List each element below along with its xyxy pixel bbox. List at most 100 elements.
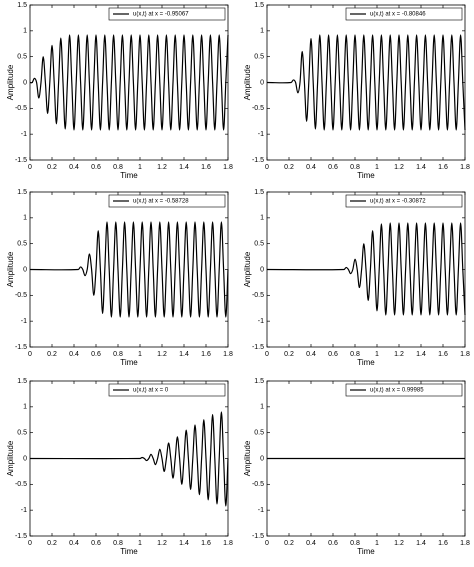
x-tick-label: 0.4 (306, 540, 316, 547)
series-line (29, 34, 229, 131)
x-axis-label: Time (120, 547, 138, 556)
y-tick-label: -1 (258, 318, 264, 325)
legend-box (108, 7, 226, 21)
x-tick-label: 0.4 (306, 164, 316, 171)
x-axis-label: Time (357, 358, 375, 367)
y-tick-label: -0.5 (15, 105, 27, 112)
y-tick-label: 1.5 (254, 378, 264, 385)
x-tick-label: 0.8 (113, 164, 123, 171)
x-tick-label: 0.4 (69, 540, 79, 547)
x-tick-label: 0.4 (69, 351, 79, 358)
y-tick-label: -1 (21, 131, 27, 138)
x-tick-label: 1 (375, 164, 379, 171)
x-tick-label: 1.8 (223, 164, 233, 171)
x-tick-label: 1.6 (201, 164, 211, 171)
y-tick-label: 0 (23, 266, 27, 273)
x-tick-label: 1.6 (201, 351, 211, 358)
legend-box (345, 194, 463, 208)
x-tick-label: 1.4 (416, 164, 426, 171)
y-tick-label: -0.5 (252, 292, 264, 299)
y-tick-label: 1.5 (17, 2, 27, 9)
y-tick-label: 0.5 (17, 430, 27, 437)
panel: -1.5 -1 -0.5 0 0.5 1 1.5 0 0.2 0.4 0.6 0.8 1 1.2 1.4 1.… (243, 189, 470, 367)
x-tick-label: 0.6 (328, 351, 338, 358)
legend-box (345, 383, 463, 397)
x-tick-label: 0.2 (47, 164, 57, 171)
x-tick-label: 1.6 (201, 540, 211, 547)
x-tick-label: 1.4 (416, 351, 426, 358)
y-axis-label: Amplitude (6, 440, 15, 476)
legend-label: u(x,t) at x = -0.30872 (370, 199, 426, 205)
x-tick-label: 1.2 (157, 164, 167, 171)
y-tick-label: -1 (258, 507, 264, 514)
x-tick-label: 0 (28, 540, 32, 547)
x-tick-label: 1 (375, 351, 379, 358)
legend-box (345, 7, 463, 21)
legend-label: u(x,t) at x = 0.99985 (370, 388, 424, 394)
y-tick-label: 1.5 (17, 189, 27, 196)
y-tick-label: -1 (21, 507, 27, 514)
x-tick-label: 1 (138, 540, 142, 547)
series-line (266, 34, 466, 131)
y-tick-label: -1.5 (252, 157, 264, 164)
y-tick-label: -1 (258, 131, 264, 138)
x-tick-label: 1.4 (416, 540, 426, 547)
y-tick-label: -1.5 (252, 533, 264, 540)
y-tick-label: -0.5 (15, 292, 27, 299)
y-tick-label: 1.5 (17, 378, 27, 385)
y-tick-label: 0.5 (17, 241, 27, 248)
x-tick-label: 1.8 (460, 164, 470, 171)
x-tick-label: 1.8 (223, 351, 233, 358)
y-axis-label: Amplitude (243, 440, 252, 476)
x-tick-label: 0 (265, 351, 269, 358)
x-tick-label: 1.4 (179, 351, 189, 358)
x-tick-label: 1.8 (460, 540, 470, 547)
x-tick-label: 1.6 (438, 164, 448, 171)
x-axis-label: Time (120, 171, 138, 180)
x-tick-label: 0.6 (91, 164, 101, 171)
y-tick-label: 1 (260, 28, 264, 35)
y-axis-label: Amplitude (243, 64, 252, 100)
y-tick-label: 1.5 (254, 2, 264, 9)
x-tick-label: 0.8 (350, 540, 360, 547)
y-axis-label: Amplitude (6, 251, 15, 287)
legend-label: u(x,t) at x = -0.80846 (370, 12, 426, 18)
y-tick-label: -0.5 (252, 105, 264, 112)
x-tick-label: 1.8 (460, 351, 470, 358)
y-tick-label: -1.5 (252, 344, 264, 351)
y-tick-label: -1.5 (15, 344, 27, 351)
panel: -1.5 -1 -0.5 0 0.5 1 1.5 0 0.2 0.4 0.6 0.8 1 1.2 1.4 1.… (6, 189, 233, 367)
y-tick-label: 1 (260, 404, 264, 411)
x-tick-label: 0.6 (91, 351, 101, 358)
y-tick-label: 0.5 (254, 430, 264, 437)
series-line (266, 222, 466, 316)
y-tick-label: 0 (260, 266, 264, 273)
x-tick-label: 0 (28, 164, 32, 171)
series-line (29, 411, 229, 507)
panel: -1.5 -1 -0.5 0 0.5 1 1.5 0 0.2 0.4 0.6 0.8 1 1.2 1.4 1.… (243, 378, 470, 556)
x-tick-label: 1.2 (394, 540, 404, 547)
x-tick-label: 1 (138, 164, 142, 171)
x-tick-label: 1.4 (179, 540, 189, 547)
x-axis-label: Time (357, 171, 375, 180)
x-tick-label: 1.2 (394, 164, 404, 171)
y-tick-label: 1 (260, 215, 264, 222)
x-tick-label: 0.8 (350, 164, 360, 171)
x-axis-label: Time (120, 358, 138, 367)
y-tick-label: 1 (23, 28, 27, 35)
x-tick-label: 1.6 (438, 351, 448, 358)
x-tick-label: 0.2 (284, 540, 294, 547)
y-tick-label: -1 (21, 318, 27, 325)
y-tick-label: 1 (23, 404, 27, 411)
panel: -1.5 -1 -0.5 0 0.5 1 1.5 0 0.2 0.4 0.6 0.8 1 1.2 1.4 1.… (243, 2, 470, 180)
series-line (29, 221, 229, 318)
x-tick-label: 0.6 (328, 164, 338, 171)
y-tick-label: 1 (23, 215, 27, 222)
x-tick-label: 0.8 (113, 351, 123, 358)
x-tick-label: 0 (265, 540, 269, 547)
y-tick-label: 0 (260, 79, 264, 86)
y-tick-label: 0.5 (254, 54, 264, 61)
x-tick-label: 0.8 (350, 351, 360, 358)
